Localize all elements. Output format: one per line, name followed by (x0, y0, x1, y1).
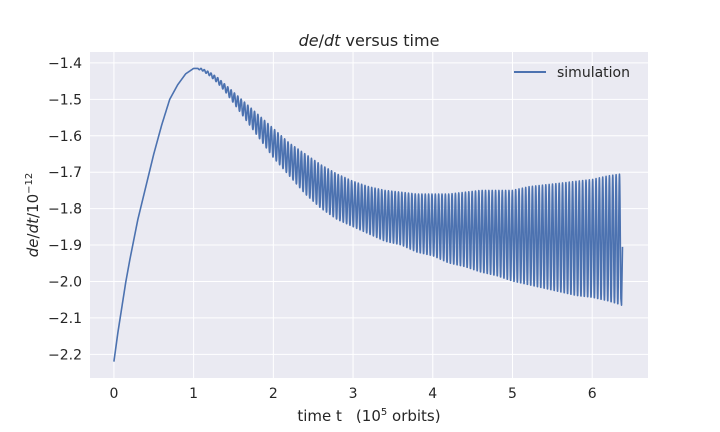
y-tick-label: −1.8 (48, 202, 82, 218)
y-axis-label: de/dt/10−12 (24, 173, 42, 257)
x-tick-label: 6 (588, 386, 597, 402)
y-tick-label: −2.1 (48, 311, 82, 327)
x-tick-label: 1 (189, 386, 198, 402)
y-tick-label: −1.4 (48, 56, 82, 72)
x-axis-label: time t (105 orbits) (297, 407, 440, 425)
y-tick-label: −1.6 (48, 129, 82, 145)
y-tick-label: −1.7 (48, 165, 82, 181)
x-tick-label: 5 (508, 386, 517, 402)
y-tick-label: −1.9 (48, 238, 82, 254)
series-line-simulation (113, 67, 624, 362)
legend: simulation (514, 65, 630, 81)
y-tick-label: −2.2 (48, 347, 82, 363)
x-tick-label: 2 (269, 386, 278, 402)
tick-labels: 0 1 2 3 4 5 6 −2.2 −2.1 −2.0 −1.9 −1.8 −1.7 −1.6 −1.5 −… (48, 56, 597, 402)
x-tick-label: 4 (428, 386, 437, 402)
x-tick-label: 0 (109, 386, 118, 402)
legend-label-simulation: simulation (557, 65, 630, 81)
y-tick-label: −1.5 (48, 92, 82, 108)
chart-title: de/dt versus time (299, 31, 440, 50)
x-tick-label: 3 (349, 386, 358, 402)
series-layer (113, 67, 624, 362)
y-tick-label: −2.0 (48, 274, 82, 290)
